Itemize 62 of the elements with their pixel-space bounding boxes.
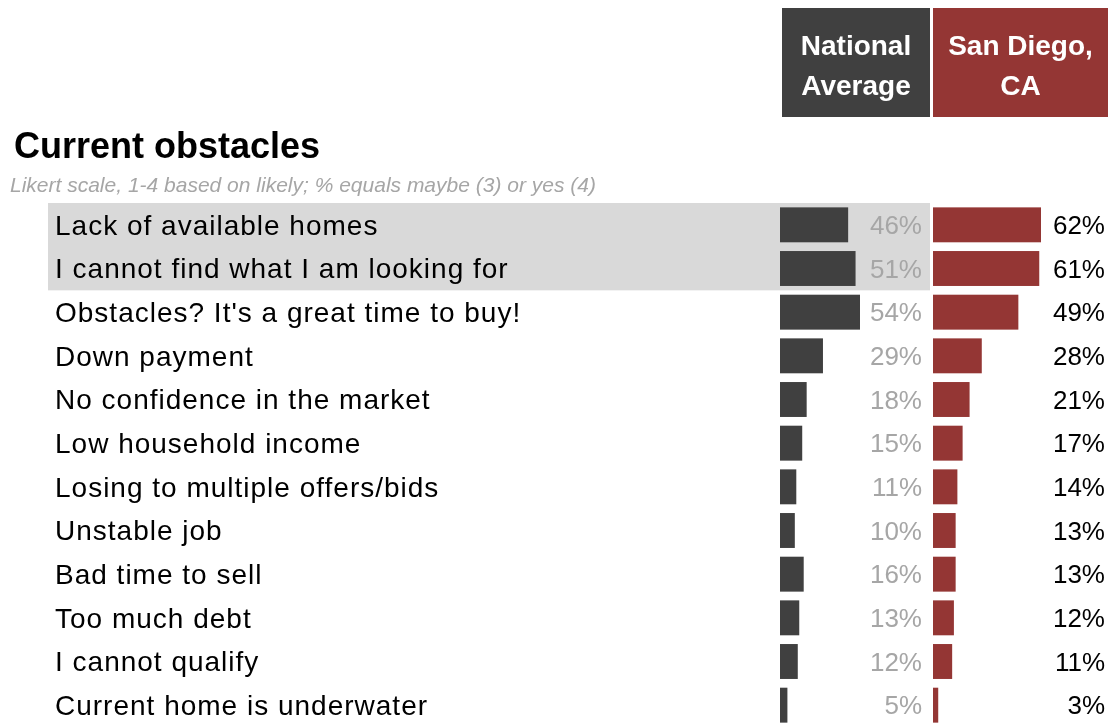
y-tick-label: Too much debt: [55, 602, 252, 634]
data-label: 15%: [869, 428, 922, 459]
y-tick-label: Losing to multiple offers/bids: [55, 471, 440, 503]
y-tick-label: Low household income: [55, 427, 362, 459]
y-tick-label: Current home is underwater: [55, 689, 429, 721]
text: San Diego, CA: [948, 29, 1093, 101]
bar: [933, 600, 954, 636]
text: Current obstacles: [14, 124, 321, 166]
data-label: 12%: [869, 646, 922, 677]
bar: [780, 207, 849, 243]
data-label: 61%: [1052, 253, 1105, 284]
data-label: 3%: [1067, 690, 1105, 721]
bar: [933, 687, 939, 723]
y-tick-label: Obstacles? It's a great time to buy!: [55, 296, 522, 328]
bar: [780, 687, 788, 723]
bar: [933, 251, 1040, 286]
y-tick-label: Down payment: [55, 340, 254, 372]
y-tick-label: Bad time to sell: [55, 558, 263, 590]
bar: [780, 338, 823, 374]
y-tick-label: No confidence in the market: [55, 384, 431, 416]
data-label: 11%: [1054, 646, 1105, 677]
bar: [780, 294, 860, 330]
bar: [933, 556, 956, 592]
data-label: 62%: [1052, 209, 1105, 240]
y-tick-label: I cannot qualify: [55, 646, 260, 678]
y-tick-label: I cannot find what I am looking for: [55, 253, 509, 285]
data-label: 12%: [1052, 602, 1105, 633]
bar: [780, 513, 795, 548]
bar: [780, 425, 803, 461]
bar: [780, 644, 798, 679]
y-tick-label: Lack of available homes: [55, 209, 379, 241]
data-label: 29%: [869, 340, 922, 371]
data-label: 5%: [884, 690, 922, 721]
text: National Average: [800, 29, 912, 101]
bar: [780, 556, 804, 592]
data-label: 13%: [1052, 515, 1105, 546]
bar: [780, 600, 800, 636]
data-label: 13%: [1052, 559, 1105, 590]
y-tick-label: Unstable job: [55, 515, 223, 547]
data-label: 28%: [1052, 340, 1105, 371]
bar: [780, 382, 807, 417]
bar: [933, 425, 963, 461]
data-label: 16%: [869, 559, 922, 590]
data-label: 14%: [1052, 471, 1105, 502]
bar: [933, 294, 1019, 330]
bar: [933, 382, 970, 417]
bar: [933, 513, 956, 548]
data-label: 54%: [869, 297, 922, 328]
data-label: 49%: [1052, 297, 1105, 328]
bar: [780, 469, 797, 505]
data-label: 10%: [869, 515, 922, 546]
bar: [933, 207, 1041, 243]
data-label: 18%: [869, 384, 922, 415]
data-label: 17%: [1052, 428, 1105, 459]
bar: [933, 644, 953, 679]
bar: [933, 469, 958, 505]
data-label: 21%: [1052, 384, 1105, 415]
bar: [780, 251, 856, 286]
data-label: 11%: [871, 471, 922, 502]
bar: [933, 338, 982, 374]
text: Likert scale, 1-4 based on likely; % equals maybe (3) or yes (4): [10, 173, 596, 197]
data-label: 13%: [869, 602, 922, 633]
